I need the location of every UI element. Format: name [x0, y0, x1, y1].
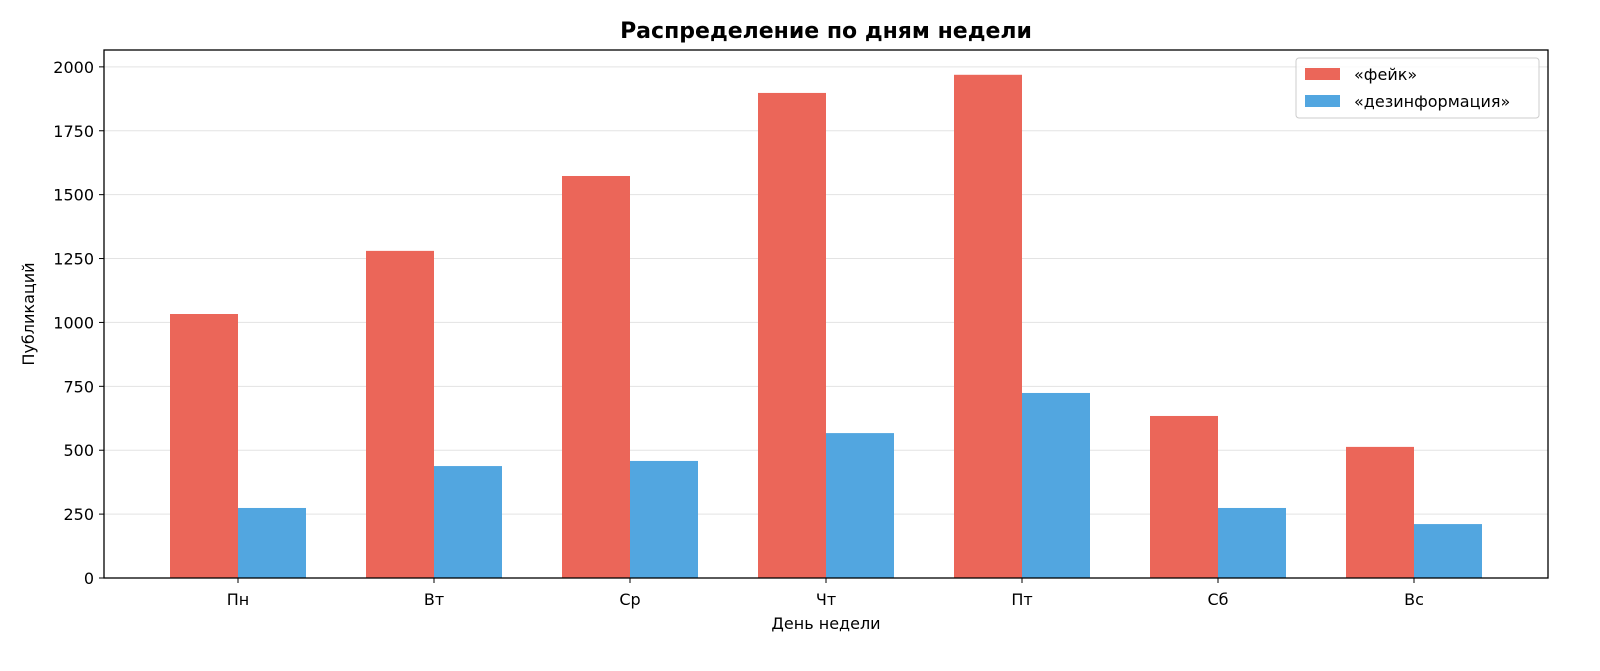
y-tick-label: 1750 — [53, 122, 94, 141]
legend-label-fake: «фейк» — [1354, 65, 1417, 84]
bar-fake-Ср — [562, 175, 630, 578]
bar-fake-Чт — [758, 92, 826, 578]
bar-fake-Пн — [170, 314, 238, 578]
y-tick-label: 1250 — [53, 250, 94, 269]
x-tick-label: Пт — [1011, 590, 1032, 609]
legend-swatch-fake — [1305, 68, 1340, 80]
bar-disinfo-Вс — [1414, 524, 1482, 578]
y-tick-label: 0 — [84, 569, 94, 588]
bar-fake-Вс — [1346, 446, 1414, 578]
y-tick-label: 500 — [63, 441, 94, 460]
bar-disinfo-Сб — [1218, 507, 1286, 578]
y-tick-label: 2000 — [53, 58, 94, 77]
x-tick-label: Вт — [424, 590, 444, 609]
bar-disinfo-Пн — [238, 507, 306, 578]
x-tick-label: Пн — [227, 590, 250, 609]
bar-disinfo-Вт — [434, 466, 502, 578]
x-tick-label: Чт — [816, 590, 836, 609]
x-tick-label: Вс — [1404, 590, 1424, 609]
y-axis-ticks: 0 250 500 750 1000 1250 1500 1750 2000 — [53, 58, 104, 588]
x-tick-label: Ср — [619, 590, 640, 609]
y-tick-label: 250 — [63, 505, 94, 524]
bar-fake-Сб — [1150, 415, 1218, 578]
bar-fake-Вт — [366, 250, 434, 578]
bar-disinfo-Пт — [1022, 392, 1090, 578]
y-tick-label: 1000 — [53, 313, 94, 332]
bar-disinfo-Чт — [826, 433, 894, 578]
legend-swatch-disinfo — [1305, 95, 1340, 107]
y-tick-label: 750 — [63, 377, 94, 396]
bars — [170, 74, 1482, 579]
legend-frame — [1295, 57, 1540, 119]
x-tick-label: Сб — [1207, 590, 1228, 609]
chart-title: Распределение по дням недели — [620, 19, 1032, 44]
y-axis-label: Публикаций — [19, 262, 38, 365]
bar-disinfo-Ср — [630, 460, 698, 578]
y-tick-label: 1500 — [53, 186, 94, 205]
legend-label-disinfo: «дезинформация» — [1354, 92, 1510, 111]
x-axis-ticks: Пн Вт Ср Чт Пт Сб Вс — [227, 578, 1424, 609]
x-axis-label: День недели — [771, 614, 880, 633]
legend: «фейк» «дезинформация» — [1295, 57, 1540, 119]
bar-fake-Пт — [954, 74, 1022, 579]
